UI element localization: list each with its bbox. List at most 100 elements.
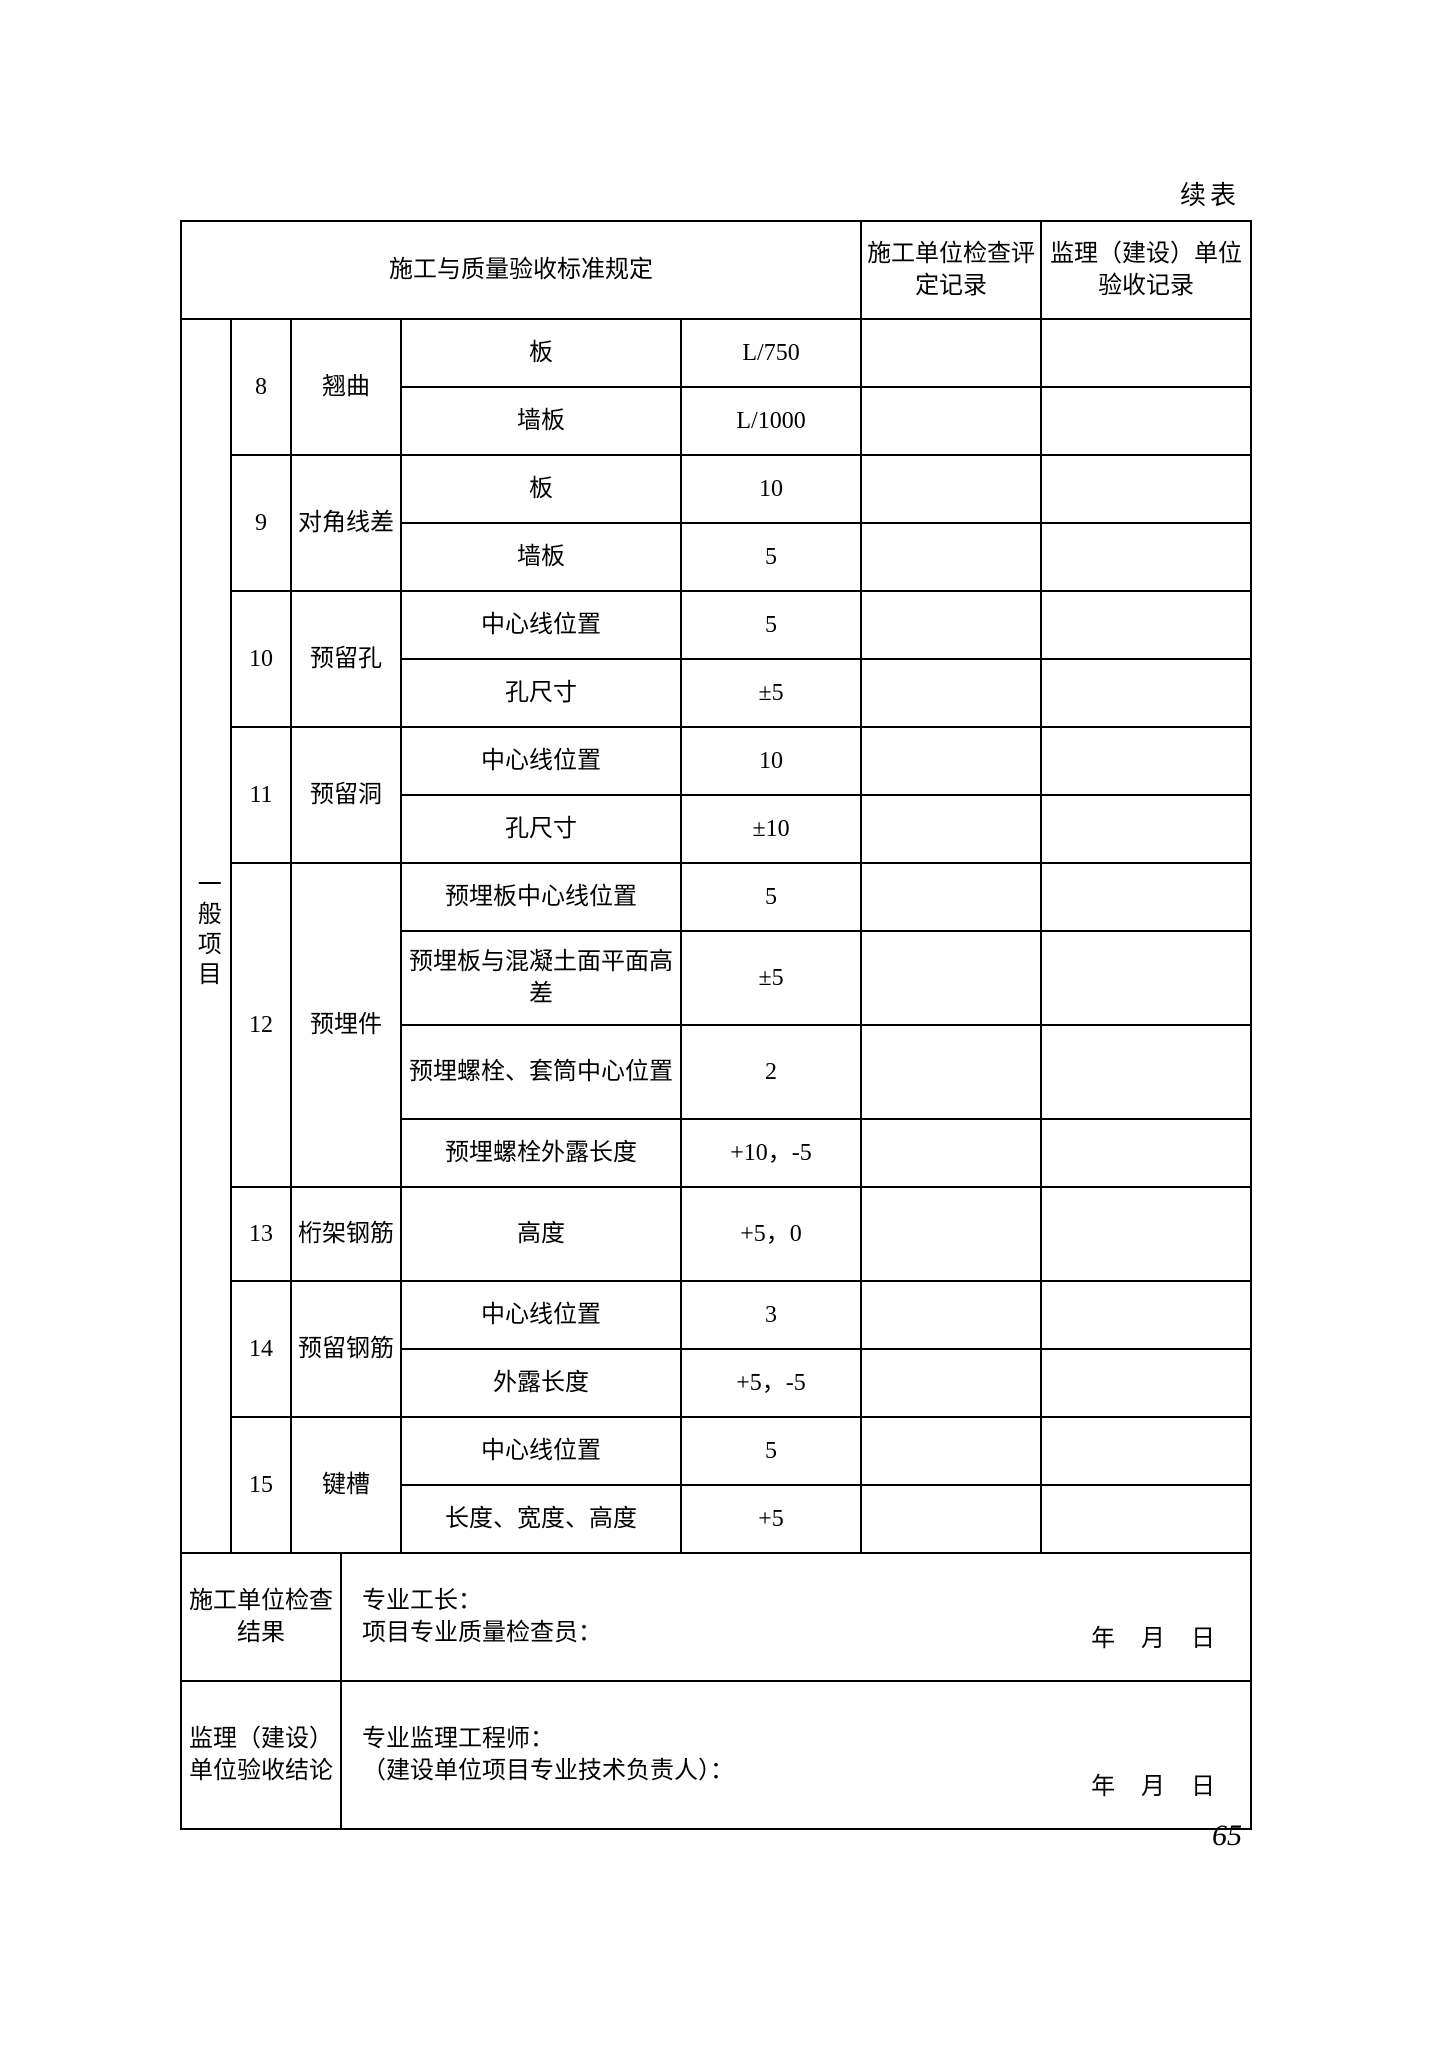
footer1-content: 专业工长： 项目专业质量检查员： 年 月 日	[341, 1553, 1251, 1681]
row-val: +5，0	[681, 1187, 861, 1281]
header-supervision-record: 监理（建设）单位验收记录	[1041, 221, 1251, 319]
row-rec2	[1041, 1119, 1251, 1187]
row-rec2	[1041, 387, 1251, 455]
row-rec1	[861, 1485, 1041, 1553]
row-val: 5	[681, 591, 861, 659]
footer-row-1: 施工单位检查结果 专业工长： 项目专业质量检查员： 年 月 日	[181, 1553, 1251, 1681]
row-num: 9	[231, 455, 291, 591]
table-row: 10 预留孔 中心线位置 5	[181, 591, 1251, 659]
row-rec1	[861, 1119, 1041, 1187]
row-sub: 板	[401, 319, 681, 387]
row-val: 10	[681, 727, 861, 795]
row-name: 对角线差	[291, 455, 401, 591]
row-val: 2	[681, 1025, 861, 1119]
row-num: 12	[231, 863, 291, 1187]
table-row: 15 键槽 中心线位置 5	[181, 1417, 1251, 1485]
row-rec1	[861, 795, 1041, 863]
table-row: 11 预留洞 中心线位置 10	[181, 727, 1251, 795]
row-name: 桁架钢筋	[291, 1187, 401, 1281]
row-sub: 孔尺寸	[401, 659, 681, 727]
row-sub: 中心线位置	[401, 1417, 681, 1485]
row-rec2	[1041, 931, 1251, 1025]
row-rec2	[1041, 455, 1251, 523]
row-sub: 墙板	[401, 523, 681, 591]
footer2-content: 专业监理工程师： （建设单位项目专业技术负责人）： 年 月 日	[341, 1681, 1251, 1829]
row-name: 预留钢筋	[291, 1281, 401, 1417]
category-cell: 一般项目	[181, 319, 231, 1553]
row-val: 3	[681, 1281, 861, 1349]
header-construction-record: 施工单位检查评定记录	[861, 221, 1041, 319]
row-val: +5	[681, 1485, 861, 1553]
header-standard: 施工与质量验收标准规定	[181, 221, 861, 319]
row-rec1	[861, 387, 1041, 455]
row-rec1	[861, 931, 1041, 1025]
row-rec1	[861, 1417, 1041, 1485]
row-sub: 中心线位置	[401, 727, 681, 795]
footer2-label: 监理（建设）单位验收结论	[181, 1681, 341, 1829]
row-sub: 长度、宽度、高度	[401, 1485, 681, 1553]
row-val: ±5	[681, 659, 861, 727]
row-sub: 中心线位置	[401, 1281, 681, 1349]
table-header-row: 施工与质量验收标准规定 施工单位检查评定记录 监理（建设）单位验收记录	[181, 221, 1251, 319]
row-rec2	[1041, 1485, 1251, 1553]
row-sub: 预埋螺栓、套筒中心位置	[401, 1025, 681, 1119]
row-sub: 预埋板中心线位置	[401, 863, 681, 931]
row-num: 15	[231, 1417, 291, 1553]
row-num: 13	[231, 1187, 291, 1281]
row-rec1	[861, 319, 1041, 387]
row-name: 翘曲	[291, 319, 401, 455]
row-sub: 墙板	[401, 387, 681, 455]
row-rec2	[1041, 591, 1251, 659]
table-row: 14 预留钢筋 中心线位置 3	[181, 1281, 1251, 1349]
row-val: 10	[681, 455, 861, 523]
row-val: 5	[681, 863, 861, 931]
row-rec1	[861, 659, 1041, 727]
row-val: L/1000	[681, 387, 861, 455]
footer2-date: 年 月 日	[1091, 1771, 1225, 1803]
footer1-line1: 专业工长：	[362, 1585, 1246, 1617]
row-name: 预留洞	[291, 727, 401, 863]
row-sub: 预埋板与混凝土面平面高差	[401, 931, 681, 1025]
table-row: 一般项目 8 翘曲 板 L/750	[181, 319, 1251, 387]
row-rec2	[1041, 659, 1251, 727]
row-sub: 外露长度	[401, 1349, 681, 1417]
footer-row-2: 监理（建设）单位验收结论 专业监理工程师： （建设单位项目专业技术负责人）： 年…	[181, 1681, 1251, 1829]
row-rec1	[861, 1025, 1041, 1119]
table-row: 9 对角线差 板 10	[181, 455, 1251, 523]
row-rec1	[861, 1349, 1041, 1417]
row-rec2	[1041, 727, 1251, 795]
continued-label: 续表	[180, 175, 1250, 212]
row-val: ±10	[681, 795, 861, 863]
row-rec1	[861, 455, 1041, 523]
row-name: 键槽	[291, 1417, 401, 1553]
row-sub: 高度	[401, 1187, 681, 1281]
row-rec2	[1041, 1187, 1251, 1281]
row-rec2	[1041, 795, 1251, 863]
row-rec1	[861, 591, 1041, 659]
row-sub: 预埋螺栓外露长度	[401, 1119, 681, 1187]
table-row: 12 预埋件 预埋板中心线位置 5	[181, 863, 1251, 931]
row-sub: 中心线位置	[401, 591, 681, 659]
footer2-line1: 专业监理工程师：	[362, 1723, 1246, 1755]
row-rec2	[1041, 319, 1251, 387]
inspection-table: 施工与质量验收标准规定 施工单位检查评定记录 监理（建设）单位验收记录 一般项目…	[180, 220, 1252, 1830]
row-rec1	[861, 523, 1041, 591]
page-number: 65	[1212, 1819, 1242, 1853]
row-val: 5	[681, 1417, 861, 1485]
row-rec1	[861, 863, 1041, 931]
row-val: 5	[681, 523, 861, 591]
row-rec2	[1041, 523, 1251, 591]
row-rec2	[1041, 1025, 1251, 1119]
row-sub: 孔尺寸	[401, 795, 681, 863]
row-num: 8	[231, 319, 291, 455]
row-rec2	[1041, 863, 1251, 931]
row-rec1	[861, 1281, 1041, 1349]
row-rec1	[861, 1187, 1041, 1281]
row-name: 预留孔	[291, 591, 401, 727]
row-val: ±5	[681, 931, 861, 1025]
row-sub: 板	[401, 455, 681, 523]
row-rec2	[1041, 1281, 1251, 1349]
row-num: 14	[231, 1281, 291, 1417]
row-name: 预埋件	[291, 863, 401, 1187]
footer1-label: 施工单位检查结果	[181, 1553, 341, 1681]
